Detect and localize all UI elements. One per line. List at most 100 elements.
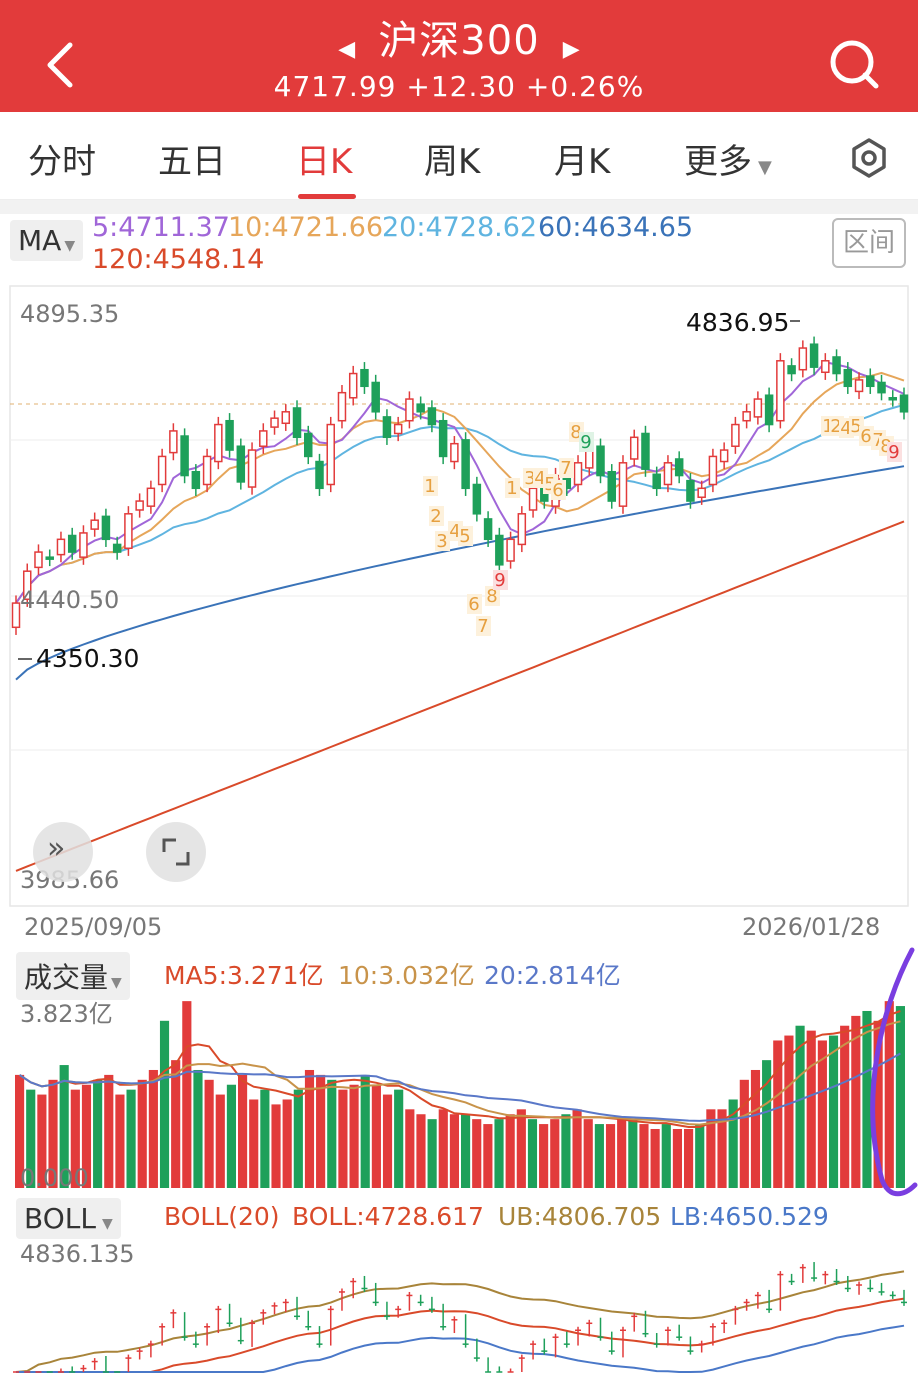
volume-bar	[148, 1069, 158, 1188]
volume-bar	[249, 1099, 259, 1188]
ma-selector-label: MA	[18, 224, 62, 257]
candle-body	[641, 432, 650, 470]
volume-bar	[750, 1069, 761, 1188]
candle-body	[573, 462, 583, 486]
candle-body	[764, 394, 774, 426]
fullscreen-button[interactable]	[146, 822, 206, 882]
ma60-value: 60:4634.65	[538, 212, 694, 243]
td-mark-bg	[429, 506, 444, 526]
candle-body	[899, 394, 909, 413]
candle-body	[719, 449, 729, 463]
ma60-line	[15, 465, 905, 681]
search-icon[interactable]	[828, 38, 880, 90]
volume-bar	[93, 1079, 103, 1188]
volume-ma5: MA5:3.271亿	[164, 961, 324, 990]
tab-more-label: 更多	[684, 142, 752, 182]
candle-body	[540, 483, 549, 502]
candle-body	[146, 487, 156, 507]
candle-body	[866, 375, 875, 388]
volume-bar	[371, 1084, 381, 1188]
candle-body	[742, 411, 751, 422]
volume-bar	[215, 1094, 225, 1188]
candle-body	[652, 473, 661, 490]
candle-body	[56, 538, 66, 556]
volume-bar	[661, 1124, 671, 1188]
volume-bar	[438, 1109, 448, 1188]
td-mark-bg	[551, 480, 566, 500]
volume-bar	[695, 1124, 705, 1188]
td-mark-bg	[423, 476, 438, 496]
candle-body	[438, 419, 448, 458]
volume-bar	[494, 1119, 504, 1188]
volume-bar	[171, 1060, 181, 1188]
page-title: 沪深300	[378, 18, 540, 64]
expand-chart-button[interactable]: »	[33, 822, 93, 882]
candle-body	[596, 445, 605, 477]
ma20-value: 20:4728.62	[382, 212, 538, 243]
settings-icon[interactable]	[848, 137, 890, 179]
candle-body	[854, 379, 864, 393]
tab-five-day[interactable]: 五日	[158, 142, 226, 182]
td-mark-bg	[505, 478, 520, 498]
td-mark: 3	[436, 531, 447, 552]
volume-bar	[795, 1025, 805, 1188]
volume-bar	[126, 1089, 136, 1188]
boll-line	[16, 1297, 905, 1373]
tab-daily-k[interactable]: 日K	[296, 142, 353, 182]
td-mark: 4	[840, 418, 851, 439]
boll-selector[interactable]: BOLL ▼	[16, 1198, 121, 1239]
volume-bar	[472, 1119, 482, 1188]
candle-body	[708, 455, 718, 486]
tab-intraday[interactable]: 分时	[28, 142, 96, 182]
candle-body	[270, 417, 279, 428]
date-start: 2025/09/05	[24, 913, 163, 941]
td-mark: 9	[888, 442, 899, 463]
tab-more[interactable]: 更多 ▼	[684, 134, 772, 183]
volume-y-bottom: 0.000	[20, 1164, 89, 1192]
ma120-value: 120:4548.14	[92, 244, 265, 275]
volume-bar	[706, 1109, 716, 1188]
candle-body	[562, 470, 572, 490]
prev-stock-icon[interactable]: ◀	[338, 37, 356, 62]
volume-bar	[282, 1099, 292, 1188]
volume-bar	[316, 1074, 326, 1188]
volume-selector[interactable]: 成交量 ▼	[16, 952, 130, 1000]
candle-body	[472, 483, 482, 515]
candle-body	[731, 423, 740, 447]
double-chevron-right-icon: »	[47, 831, 66, 866]
back-arrow-icon[interactable]	[40, 40, 80, 90]
volume-bar	[617, 1119, 627, 1188]
volume-bar	[884, 1001, 894, 1188]
td-mark: 5	[459, 526, 470, 547]
td-mark-bg	[839, 418, 854, 438]
candle-body	[686, 479, 695, 502]
price-min-label: 4350.30	[36, 644, 140, 673]
boll-ub: UB:4806.705	[498, 1202, 662, 1231]
tab-monthly-k[interactable]: 月K	[554, 142, 611, 182]
volume-bar	[115, 1094, 125, 1188]
range-button[interactable]: 区间	[832, 218, 906, 268]
ma10-value: 10:4721.66	[228, 212, 384, 243]
ma10-line	[15, 371, 905, 604]
tab-weekly-k[interactable]: 周K	[424, 142, 481, 182]
date-end: 2026/01/28	[742, 913, 881, 941]
volume-bar	[104, 1074, 114, 1188]
volume-bar	[784, 1035, 794, 1188]
volume-bar	[840, 1025, 850, 1188]
volume-bar	[182, 1001, 192, 1188]
candle-body	[315, 460, 324, 490]
candle-body	[832, 356, 841, 375]
candle-body	[180, 435, 189, 477]
volume-bar	[539, 1124, 549, 1188]
candle-body	[112, 543, 122, 553]
next-stock-icon[interactable]: ▶	[562, 37, 580, 62]
volume-bar	[561, 1114, 571, 1188]
td-mark-bg	[467, 594, 482, 614]
volume-y-top: 3.823亿	[20, 1000, 113, 1028]
volume-ma10: 10:3.032亿	[338, 961, 475, 990]
ma-selector[interactable]: MA ▼	[10, 220, 84, 261]
candle-body	[888, 397, 898, 401]
volume-bar	[851, 1015, 861, 1188]
ma120-line	[15, 520, 905, 872]
volume-ma-line	[19, 1052, 901, 1122]
